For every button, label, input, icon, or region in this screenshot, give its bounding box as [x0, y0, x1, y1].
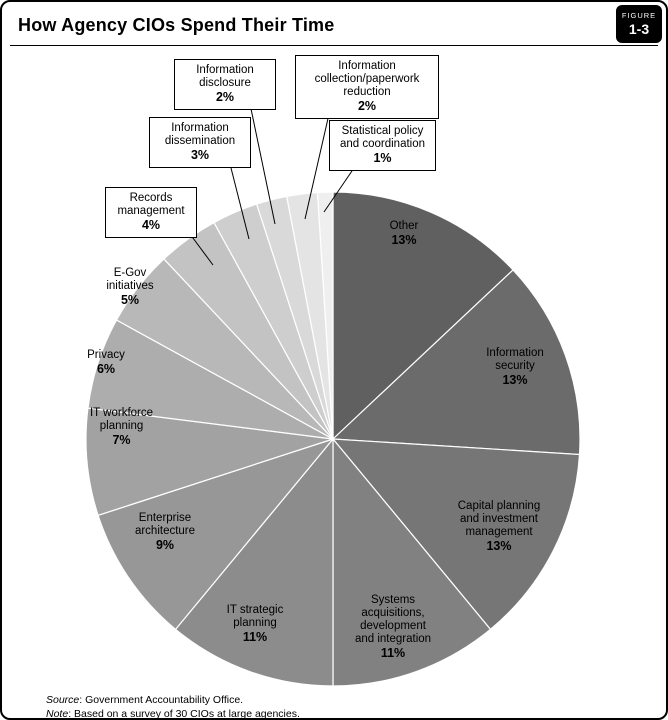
leader-line-statistical-policy [323, 167, 355, 213]
figure-badge-number: 1-3 [628, 21, 650, 37]
callout-records-management: Records management 4% [105, 187, 197, 238]
page-title: How Agency CIOs Spend Their Time [18, 15, 335, 35]
slice-label-other: Other 13% [389, 220, 419, 247]
slice-label-systems-acquisitions: Systems acquisitions, development and in… [354, 594, 432, 660]
leader-line-information-dissemination [229, 163, 250, 240]
pie-slice-0 [332, 191, 514, 441]
slice-label-it-workforce-planning: IT workforce planning 7% [89, 407, 154, 447]
slice-label-enterprise-architecture: Enterprise architecture 9% [134, 512, 196, 552]
callout-information-dissemination: Information dissemination 3% [149, 117, 251, 168]
slice-label-capital-planning: Capital planning and investment manageme… [457, 500, 541, 553]
pie-slice-2 [331, 438, 581, 631]
source-note: Source: Government Accountability Office… [46, 694, 244, 706]
pie-slice-1 [331, 269, 581, 456]
footnotes: Source: Government Accountability Office… [46, 693, 300, 720]
figure-badge: FIGURE 1-3 [616, 5, 662, 43]
survey-note: Note: Based on a survey of 30 CIOs at la… [46, 708, 300, 720]
slice-label-privacy: Privacy 6% [87, 349, 125, 376]
callout-information-collection: Information collection/paperwork reducti… [295, 55, 439, 119]
slice-label-egov-initiatives: E-Gov initiatives 5% [106, 267, 154, 307]
leader-line-information-collection [304, 100, 333, 220]
pie-slice-6 [85, 407, 334, 517]
callout-statistical-policy: Statistical policy and coordination 1% [329, 120, 436, 171]
pie-slice-3 [332, 437, 492, 687]
pie-slice-13 [316, 191, 334, 440]
pie-slice-5 [97, 437, 335, 631]
callout-information-disclosure: Information disclosure 2% [174, 59, 276, 110]
slice-label-it-strategic-planning: IT strategic planning 11% [226, 604, 284, 644]
figure-badge-label: FIGURE [621, 11, 657, 20]
pie-slices-group [85, 191, 581, 687]
slice-label-information-security: Information security 13% [486, 347, 544, 387]
title-divider [10, 45, 658, 46]
leader-line-information-disclosure [249, 103, 276, 225]
pie-slice-4 [174, 437, 334, 687]
